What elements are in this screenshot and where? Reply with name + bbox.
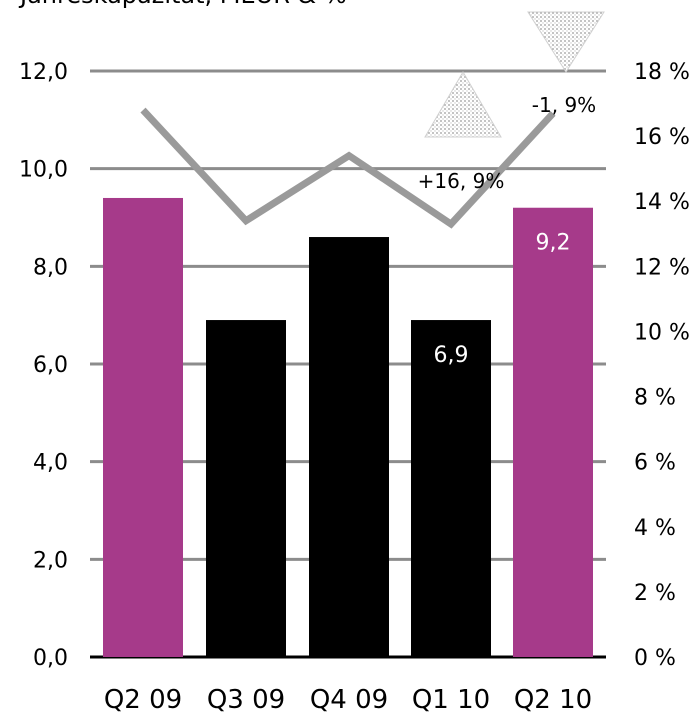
category-label: Q2 10 [514,685,592,715]
category-label: Q2 09 [104,685,182,715]
change-label: +16, 9% [418,169,505,193]
category-label: Q3 09 [207,685,285,715]
y-left-tick-label: 4,0 [33,451,68,476]
decrease-triangle-icon [527,11,605,73]
bar [206,320,286,657]
y-left-tick-label: 12,0 [19,60,68,85]
category-label: Q1 10 [412,685,490,715]
y-right-tick-label: 6 % [634,451,676,476]
y-right-tick-label: 0 % [634,646,676,671]
chart-title: Jahreskapazität, MEUR & % [18,0,347,9]
y-right-tick-label: 2 % [634,581,676,606]
bars-layer [103,197,593,658]
bar-data-label: 9,2 [536,231,571,256]
y-right-tick-label: 4 % [634,516,676,541]
bar [103,197,183,657]
bar-data-label: 6,9 [434,343,469,368]
y-left-tick-label: 10,0 [19,158,68,183]
y-left-tick-label: 0,0 [33,646,68,671]
y-right-tick-label: 8 % [634,386,676,411]
category-label: Q4 09 [310,685,388,715]
left-axis: 0,0 2,0 4,0 6,0 8,0 10,0 12,0 [19,60,68,671]
right-axis: 0 % 2 % 4 % 6 % 8 % 10 % 12 % 14 % 16 % 18 % [634,60,690,671]
increase-triangle-icon [424,71,502,138]
bar [411,320,491,657]
y-left-tick-label: 6,0 [33,353,68,378]
annotations-layer: +16, 9% -1, 9% [418,11,605,193]
data-labels-layer: 6,9 9,2 [434,231,571,368]
line-series [140,107,556,229]
line-layer [140,107,556,229]
y-right-tick-label: 12 % [634,255,690,280]
y-right-tick-label: 14 % [634,190,690,215]
y-right-tick-label: 18 % [634,60,690,85]
category-axis: Q2 09 Q3 09 Q4 09 Q1 10 Q2 10 [104,685,592,715]
y-right-tick-label: 10 % [634,320,690,345]
y-left-tick-label: 8,0 [33,255,68,280]
y-right-tick-label: 16 % [634,125,690,150]
bar [513,207,593,657]
bar [309,237,389,658]
change-label: -1, 9% [532,93,596,117]
y-left-tick-label: 2,0 [33,548,68,573]
